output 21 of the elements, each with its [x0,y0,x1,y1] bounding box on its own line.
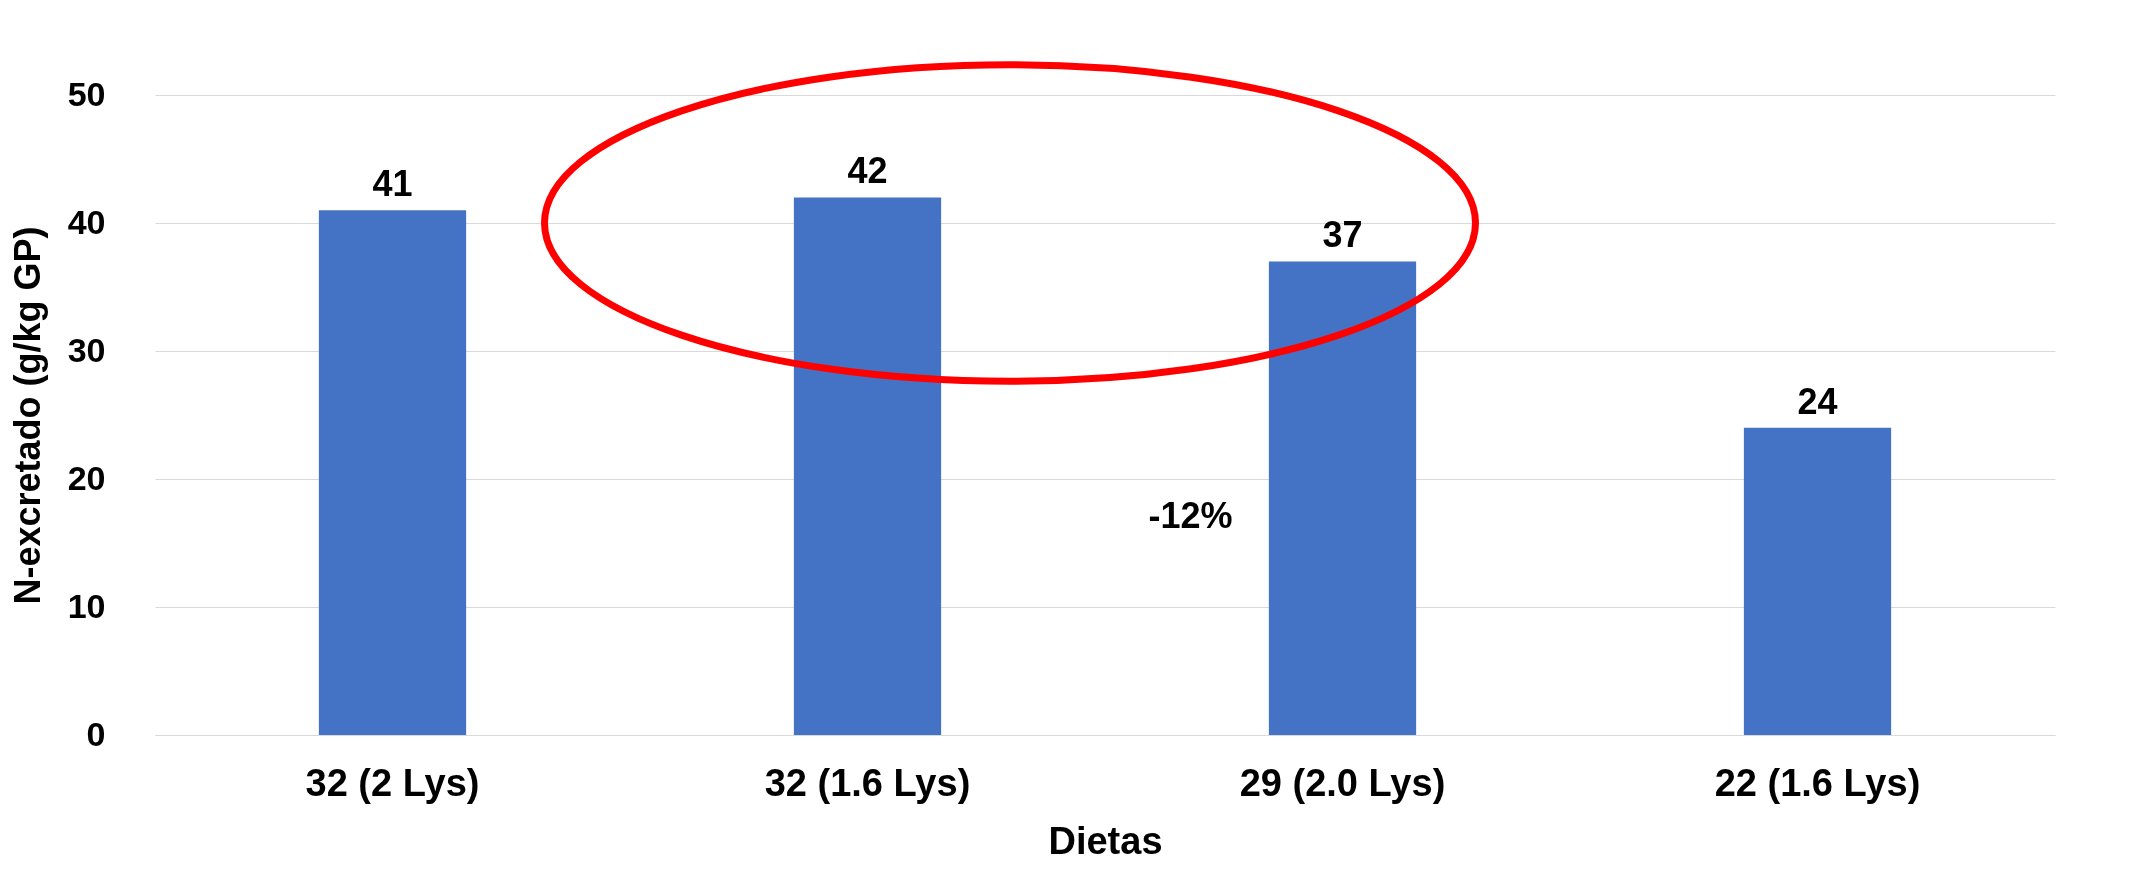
x-tick-label: 22 (1.6 Lys) [1714,761,1921,804]
data-label: 41 [372,163,413,205]
x-tick-label: 29 (2.0 Lys) [1239,761,1446,804]
bar [1743,427,1892,735]
data-label: 42 [847,150,888,192]
data-label: 24 [1797,380,1838,422]
y-tick-label: 10 [67,586,106,625]
y-tick-label: 50 [67,74,106,113]
bar [318,210,467,735]
y-tick-label: 30 [67,330,106,369]
x-tick-label: 32 (1.6 Lys) [764,761,971,804]
data-label: 37 [1322,214,1363,256]
bar [793,197,942,735]
y-tick-label: 0 [86,714,106,753]
y-axis-title: N-excretado (g/kg GP) [6,226,48,605]
y-tick-label: 40 [67,202,106,241]
x-tick-label: 32 (2 Lys) [305,761,480,804]
y-tick-label: 20 [67,458,106,497]
x-axis-title: Dietas [1048,819,1163,862]
annotation: -12% [1148,495,1233,537]
bar [1268,261,1417,735]
